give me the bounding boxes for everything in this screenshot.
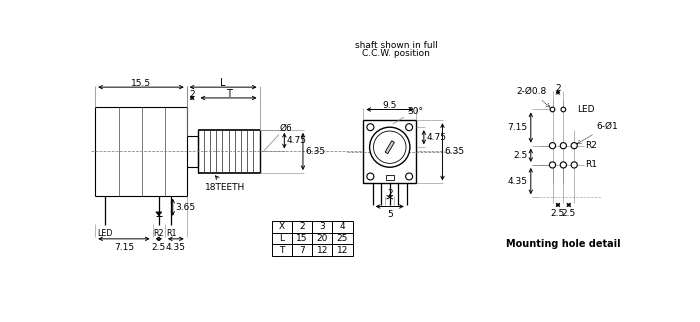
Text: 20: 20 [316,234,328,243]
Text: LED: LED [578,105,595,114]
Bar [312,244,332,256]
Bar [312,221,332,233]
Circle shape [370,127,410,167]
Text: 6-Ø1: 6-Ø1 [578,122,617,144]
Bar [332,244,353,256]
Circle shape [405,173,412,180]
Bar [332,233,353,244]
Text: 7.15: 7.15 [114,243,134,252]
Bar [272,233,292,244]
Circle shape [550,107,555,112]
Circle shape [550,162,556,168]
Bar [292,221,312,233]
Circle shape [367,173,374,180]
Text: shaft shown in full: shaft shown in full [354,41,438,50]
Text: 7.15: 7.15 [508,123,528,132]
Text: 2-Ø0.8: 2-Ø0.8 [517,87,550,107]
Text: 25: 25 [337,234,348,243]
Text: 4: 4 [340,223,345,232]
Text: 2.5: 2.5 [561,209,576,218]
Text: 2: 2 [300,223,305,232]
Text: L: L [279,234,284,243]
Bar [312,233,332,244]
Text: 4.75: 4.75 [287,136,307,145]
Text: R1: R1 [585,160,597,169]
Text: 3: 3 [319,223,326,232]
Circle shape [571,143,577,149]
Circle shape [550,143,556,149]
Text: 18TEETH: 18TEETH [205,176,246,192]
Bar [292,233,312,244]
Text: 6.35: 6.35 [305,147,326,156]
Circle shape [367,124,374,131]
Text: 4.35: 4.35 [166,243,186,252]
Text: 15.5: 15.5 [131,79,151,88]
Text: 6.35: 6.35 [444,147,465,156]
Text: L: L [220,78,226,88]
Text: 9.5: 9.5 [383,101,397,110]
Text: R1: R1 [166,229,176,238]
Text: 2: 2 [189,90,195,99]
Text: 12: 12 [316,245,328,254]
Text: Ø6: Ø6 [280,124,293,133]
Bar [292,244,312,256]
Text: Mounting hole detail: Mounting hole detail [506,239,621,249]
Text: C.C.W. position: C.C.W. position [362,49,430,58]
Text: R2: R2 [585,141,597,150]
Circle shape [405,124,412,131]
Text: 12: 12 [337,245,348,254]
Text: 2.5: 2.5 [152,243,166,252]
Text: 3.65: 3.65 [175,203,195,212]
Circle shape [571,162,577,168]
Polygon shape [155,212,162,216]
Text: T: T [279,245,285,254]
Circle shape [560,143,566,149]
Bar [272,221,292,233]
Bar [363,120,416,184]
Text: 15: 15 [296,234,308,243]
Bar [386,175,393,180]
Text: 7: 7 [300,245,305,254]
Text: LED: LED [97,229,112,238]
Text: 2: 2 [555,84,561,93]
Circle shape [374,131,406,163]
Bar [332,221,353,233]
Text: 5: 5 [387,210,393,219]
Circle shape [560,162,566,168]
Text: 2.5: 2.5 [551,209,565,218]
Text: 30°: 30° [407,108,423,117]
Text: 4.75: 4.75 [426,133,446,142]
FancyBboxPatch shape [385,141,394,154]
Text: 2.5: 2.5 [514,151,528,160]
Text: 2: 2 [387,189,393,198]
Text: R2: R2 [153,229,164,238]
Text: X: X [279,223,285,232]
Text: 4.35: 4.35 [508,176,528,185]
Bar [272,244,292,256]
Circle shape [561,107,566,112]
Text: T: T [225,89,232,99]
